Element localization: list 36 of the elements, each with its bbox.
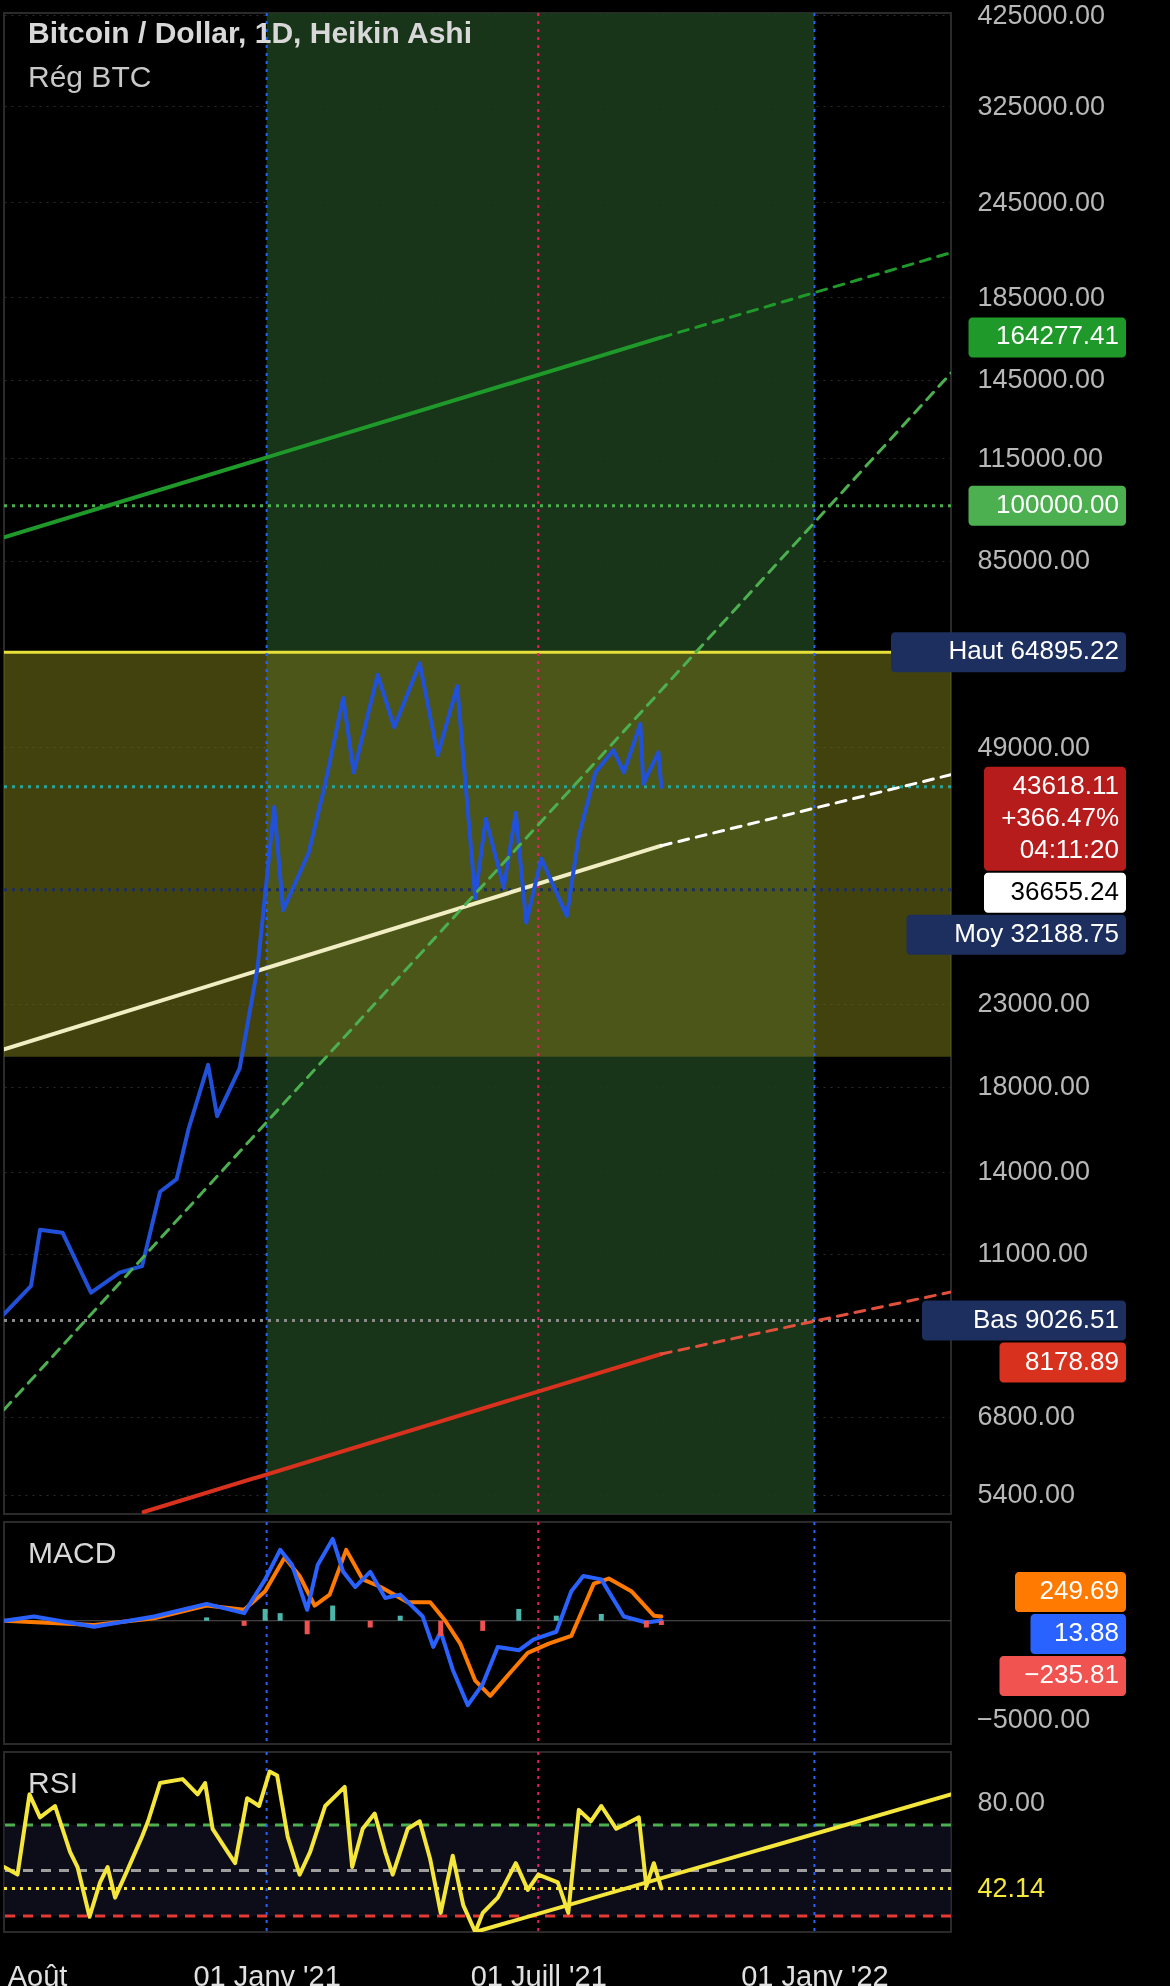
ref-line-label: Moy 32188.75: [954, 917, 1119, 948]
text: −235.81: [1024, 1659, 1119, 1689]
y-tick-label: 49000.00: [977, 731, 1091, 762]
y-tick-label: 18000.00: [977, 1071, 1091, 1102]
text: 164277.41: [996, 320, 1119, 351]
text: 36655.24: [1010, 875, 1119, 906]
ref-line-label: 100000.00: [996, 488, 1119, 519]
y-tick-label: 325000.00: [977, 90, 1106, 121]
text: 13.88: [1053, 1617, 1119, 1647]
ref-line-label: Haut 64895.22: [948, 635, 1119, 666]
y-tick-label: 80.00: [977, 1786, 1046, 1817]
text: −5000.00: [977, 1704, 1091, 1734]
y-tick-label: 42.14: [977, 1872, 1046, 1903]
chart-title: MACD: [28, 1536, 117, 1569]
x-tick-label: 01 Janv '21: [193, 1959, 341, 1986]
y-tick-label: 245000.00: [977, 186, 1106, 217]
chart-title: Bitcoin / Dollar, 1D, Heikin Ashi: [28, 16, 472, 50]
text: RSI: [28, 1766, 79, 1799]
y-tick-label: 6800.00: [977, 1401, 1076, 1432]
text: Rég BTC: [28, 60, 152, 94]
y-tick-label: 5400.00: [977, 1479, 1076, 1510]
y-tick-label: 23000.00: [977, 988, 1091, 1019]
x-tick-label: 01 Juill '21: [470, 1959, 607, 1986]
text: 8178.89: [1025, 1345, 1119, 1376]
text: 249.69: [1039, 1575, 1119, 1605]
ref-line-label: 43618.11 +366.47% 04:11:20: [1001, 769, 1119, 864]
x-tick-label: Août: [7, 1959, 68, 1986]
y-tick-label: 185000.00: [977, 281, 1106, 312]
y-tick-label: 14000.00: [977, 1156, 1091, 1187]
y-tick-label: 425000.00: [977, 0, 1106, 30]
y-tick-label: 115000.00: [977, 442, 1104, 473]
y-tick-label: 11000.00: [977, 1238, 1089, 1269]
y-tick-label: 145000.00: [977, 364, 1106, 395]
x-tick-label: 01 Janv '22: [741, 1959, 889, 1986]
ref-line-label: Bas 9026.51: [972, 1303, 1119, 1334]
y-tick-label: 85000.00: [977, 545, 1091, 576]
